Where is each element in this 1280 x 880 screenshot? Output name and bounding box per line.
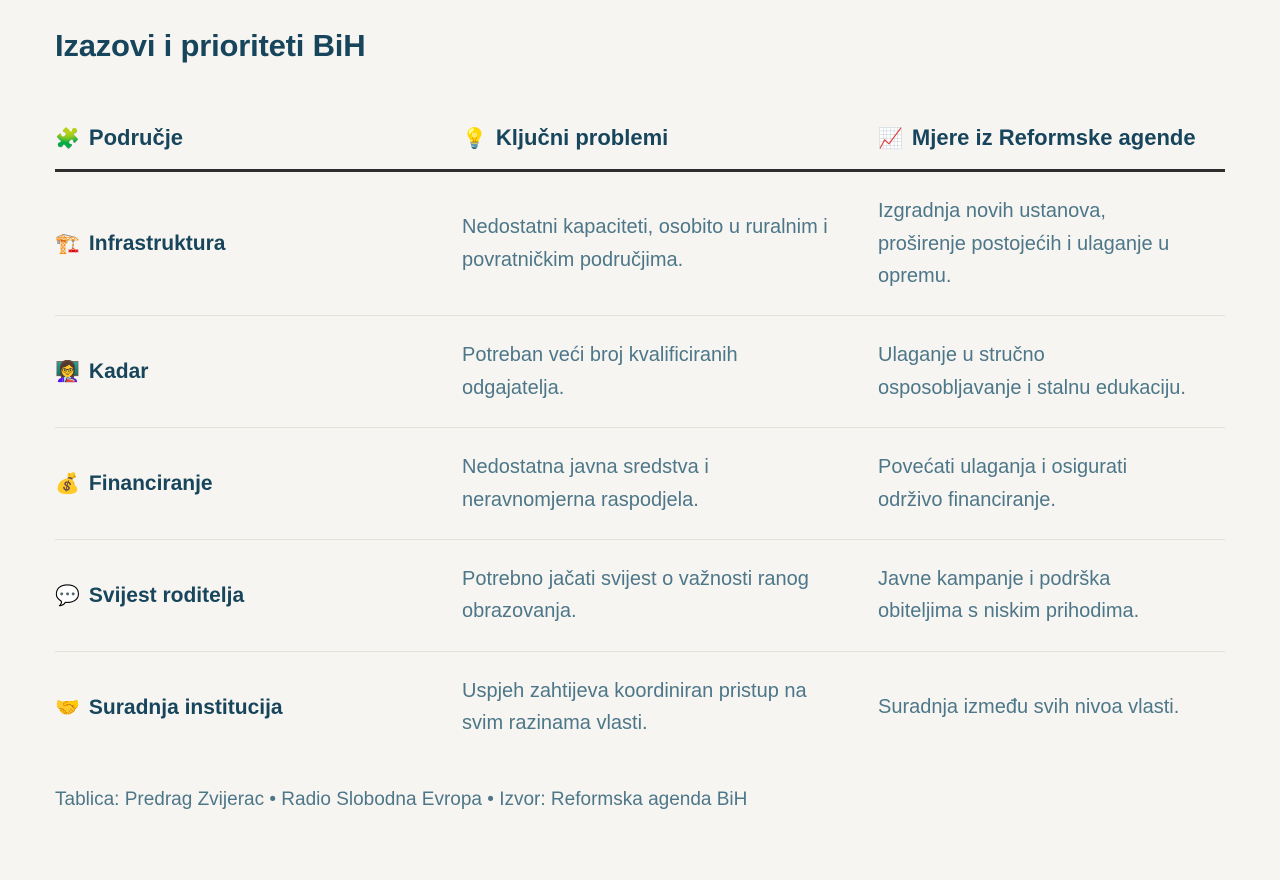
page-title: Izazovi i prioriteti BiH xyxy=(55,28,366,63)
area-cell: 💰 Financiranje xyxy=(55,471,462,496)
column-header-label: Ključni problemi xyxy=(495,125,669,150)
table-row: 💰 Financiranje Nedostatna javna sredstva … xyxy=(55,428,1225,541)
measure-cell: Suradnja između svih nivoa vlasti. xyxy=(878,696,1180,718)
table-row: 🤝 Suradnja institucija Uspjeh zahtijeva k… xyxy=(55,652,1225,763)
area-cell: 👩‍🏫 Kadar xyxy=(55,359,462,384)
area-label: Suradnja institucija xyxy=(88,695,283,719)
building-construction-icon: 🏗️ xyxy=(55,233,80,256)
measure-cell: Povećati ulaganja i osigurati održivo fi… xyxy=(878,456,1128,511)
table-header-row: 🧩 Područje 💡 Ključni problemi 📈 Mjere iz Re… xyxy=(55,120,1225,173)
speech-balloon-icon: 💬 xyxy=(55,584,80,607)
area-cell: 🤝 Suradnja institucija xyxy=(55,695,462,720)
area-label: Svijest roditelja xyxy=(88,583,245,607)
column-header-podrucje: 🧩 Područje xyxy=(55,120,462,156)
puzzle-piece-icon: 🧩 xyxy=(55,128,80,150)
chart-increasing-icon: 📈 xyxy=(878,128,903,150)
column-header-kljucni-problemi: 💡 Ključni problemi xyxy=(462,120,878,156)
handshake-icon: 🤝 xyxy=(55,696,80,719)
table-row: 🏗️ Infrastruktura Nedostatni kapaciteti, … xyxy=(55,172,1225,317)
light-bulb-icon: 💡 xyxy=(462,128,487,150)
column-header-mjere: 📈 Mjere iz Reformske agende xyxy=(878,120,1225,156)
area-cell: 💬 Svijest roditelja xyxy=(55,583,462,608)
problem-cell: Potrebno jačati svijest o važnosti ranog… xyxy=(462,568,809,623)
problem-cell: Uspjeh zahtijeva koordiniran pristup na … xyxy=(462,679,807,735)
table-body: 🏗️ Infrastruktura Nedostatni kapaciteti, … xyxy=(55,172,1225,762)
measure-cell: Ulaganje u stručno osposobljavanje i sta… xyxy=(878,344,1186,399)
table-row: 💬 Svijest roditelja Potrebno jačati svije… xyxy=(55,540,1225,652)
area-label: Financiranje xyxy=(88,472,213,496)
column-header-label: Područje xyxy=(88,125,184,150)
measure-cell: Javne kampanje i podrška obiteljima s ni… xyxy=(878,568,1140,623)
teacher-icon: 👩‍🏫 xyxy=(55,361,80,384)
area-label: Kadar xyxy=(88,360,149,384)
table-footer-credit: Tablica: Predrag Zvijerac • Radio Slobod… xyxy=(55,788,748,810)
area-cell: 🏗️ Infrastruktura xyxy=(55,231,462,256)
money-bag-icon: 💰 xyxy=(55,473,80,496)
problem-cell: Nedostatni kapaciteti, osobito u ruralni… xyxy=(462,216,828,271)
column-header-label: Mjere iz Reformske agende xyxy=(911,125,1196,150)
problem-cell: Potreban veći broj kvalificiranih odgaja… xyxy=(462,344,738,399)
area-label: Infrastruktura xyxy=(88,232,226,256)
measure-cell: Izgradnja novih ustanova, proširenje pos… xyxy=(878,200,1170,288)
table-row: 👩‍🏫 Kadar Potreban veći broj kvalificiran… xyxy=(55,316,1225,429)
problem-cell: Nedostatna javna sredstva i neravnomjern… xyxy=(462,456,709,511)
priorities-table: 🧩 Područje 💡 Ključni problemi 📈 Mjere iz Re… xyxy=(55,120,1225,763)
